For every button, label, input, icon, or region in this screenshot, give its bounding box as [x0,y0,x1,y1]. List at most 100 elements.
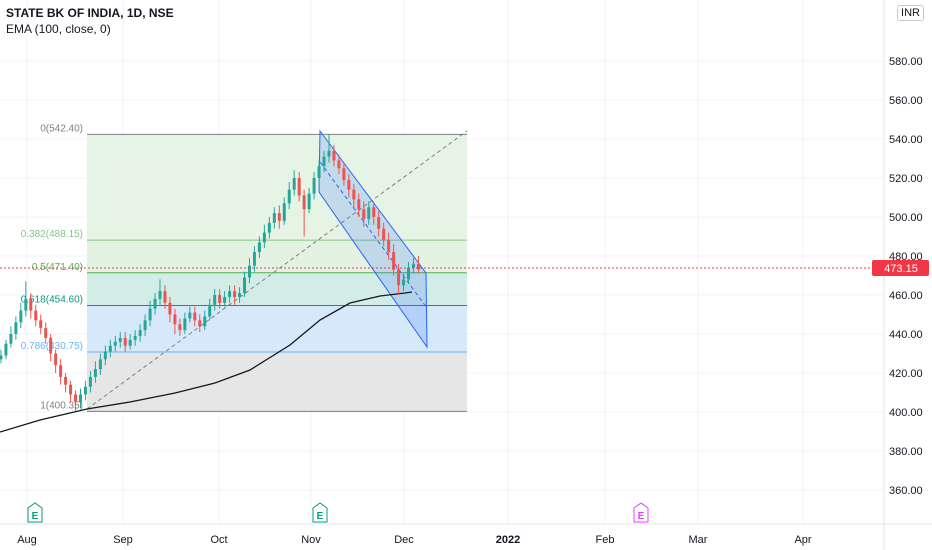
candle-body [262,232,266,243]
candle-body [78,394,82,403]
candle-body [317,166,321,178]
candle [367,201,371,225]
candle [14,316,18,340]
candle [208,298,212,321]
time-tick-label: Feb [596,534,615,546]
price-tick-label: 500.00 [889,212,923,224]
candle-body [49,337,53,354]
candlesticks [0,134,420,412]
candle-body [188,312,192,319]
candle [93,361,97,383]
candle-body [302,195,306,210]
marker-shape [312,502,328,523]
ema-line [0,291,413,433]
fib-trend-line[interactable] [86,130,468,410]
dividend-marker[interactable]: E [633,502,649,523]
candle [29,293,33,319]
price-tick-label: 360.00 [889,485,923,497]
candle-body [337,160,341,169]
candle [272,207,276,229]
candle [59,359,63,385]
candle [382,222,386,247]
candle-body [83,386,87,395]
candle-body [153,298,157,309]
candle [168,296,172,323]
candle-body [108,345,112,352]
candle-body [297,178,301,196]
candle-body [4,343,8,356]
candle [198,314,202,333]
candle-body [292,178,296,190]
fib-band [87,352,467,412]
candle [407,261,411,284]
candle [78,388,82,409]
candle [64,373,68,393]
candle [302,189,306,237]
candle [88,371,92,393]
marker-shape [633,502,649,523]
candle [312,172,316,200]
candle [83,380,87,401]
current-price-label: 473.15 [872,260,929,276]
candle-body [0,355,3,360]
candle-body [257,242,261,253]
candle-body [233,291,237,297]
candle-body [213,295,217,305]
candle [233,285,237,305]
candle [223,291,227,307]
candle-body [223,296,227,303]
earnings-marker[interactable]: E [27,502,43,523]
currency-badge[interactable]: INR [897,5,924,21]
time-tick-label: Mar [689,534,708,546]
candle-body [24,298,28,311]
candle-body [88,376,92,387]
candle [103,345,107,366]
price-tick-label: 540.00 [889,134,923,146]
candle-body [277,213,281,221]
candle [357,193,361,217]
candle-body [59,365,63,377]
candle [183,312,187,334]
candle-body [128,339,132,346]
candle-body [93,369,97,377]
candle [113,335,117,352]
fib-level-label: 0(542.40) [40,123,83,134]
candle-body [416,263,420,270]
candle-body [178,324,182,331]
candle [347,174,351,198]
price-axis[interactable]: 360.00380.00400.00420.00440.00460.00480.… [883,0,923,550]
candle [143,314,147,336]
candle-body [29,298,33,311]
indicator-label[interactable]: EMA (100, close, 0) [6,22,111,36]
earnings-marker[interactable]: E [312,502,328,523]
candle-body [307,193,311,210]
candle [243,271,246,297]
fib-level-label: 0.382(488.15) [21,229,83,240]
price-tick-label: 460.00 [889,290,923,302]
candle-body [342,168,346,180]
candle-body [362,209,366,219]
candle-body [267,222,271,233]
candle-body [252,252,256,266]
candle [397,263,401,295]
candle-body [372,207,376,217]
candle-body [98,359,102,370]
fibonacci-labels: 0(542.40) 0.382(488.15) 0.5(471.40) 0.618(4… [21,123,83,411]
candle [74,390,78,412]
candle-body [143,320,147,331]
candle-body [332,150,336,161]
candle-body [367,207,371,219]
candle [163,285,167,309]
candle [307,187,311,214]
fib-band [87,240,467,273]
time-tick-label: Aug [17,534,37,546]
candle [213,289,217,311]
candle [297,172,301,202]
candle [392,244,396,276]
price-tick-label: 380.00 [889,446,923,458]
marker-letter: E [638,511,645,522]
time-axis[interactable]: Aug Sep Oct Nov Dec 2022 Feb Mar Apr [0,523,932,546]
candle-body [322,156,326,167]
